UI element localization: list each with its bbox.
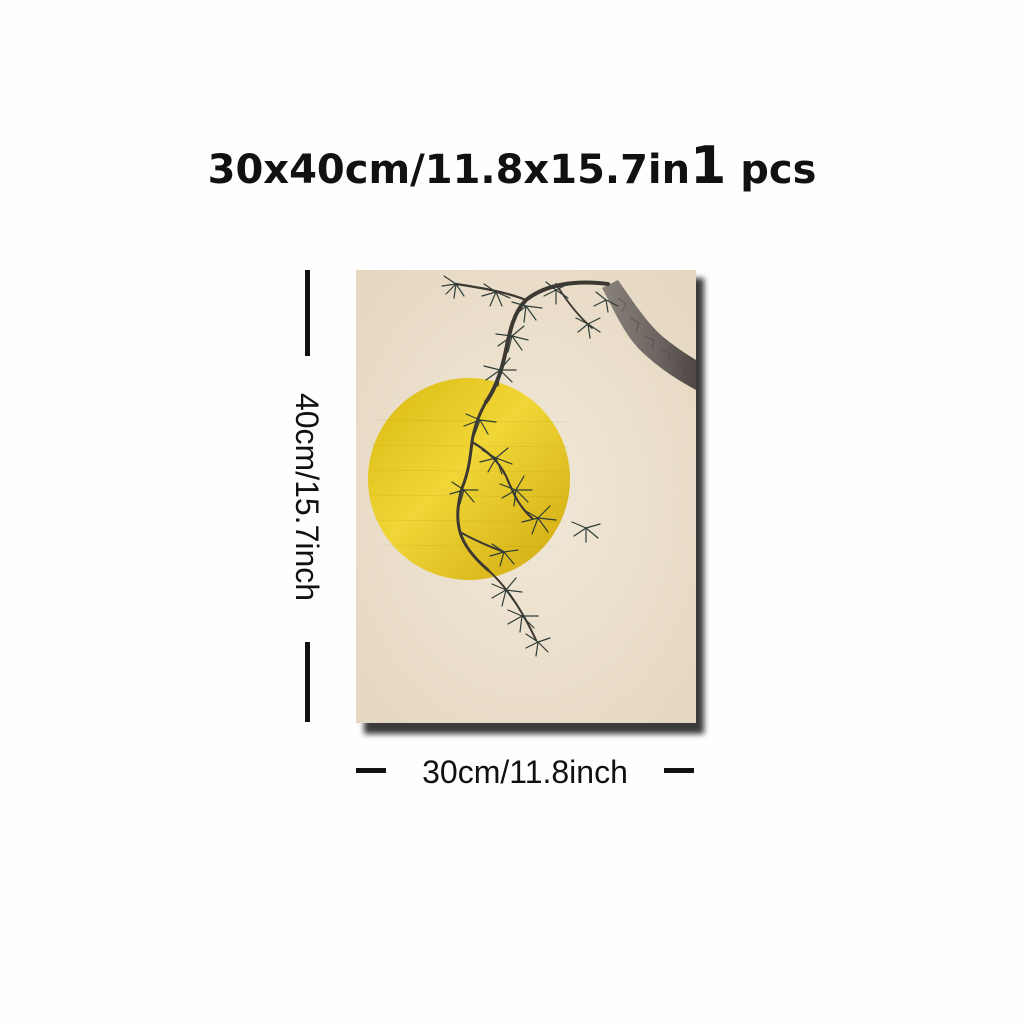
height-dimension-line-bottom	[305, 642, 310, 722]
moon-texture	[369, 419, 571, 548]
height-dimension-line-top	[305, 270, 310, 356]
width-dimension-line-right	[664, 768, 694, 773]
size-text: 30x40cm/11.8x15.7in	[207, 147, 691, 193]
artwork-illustration	[356, 270, 696, 723]
quantity-number: 1	[690, 136, 727, 196]
bark-texture	[617, 297, 686, 373]
pine-trunk	[602, 280, 696, 390]
canvas-print	[356, 270, 696, 723]
quantity-unit: pcs	[740, 147, 817, 193]
size-title: 30x40cm/11.8x15.7in1 pcs	[0, 138, 1024, 198]
width-dimension-line-left	[356, 768, 386, 773]
pine-needles	[441, 275, 619, 657]
width-dimension-label: 30cm/11.8inch	[422, 754, 628, 790]
golden-moon	[368, 378, 570, 580]
height-dimension-label: 40cm/15.7inch	[289, 392, 325, 602]
